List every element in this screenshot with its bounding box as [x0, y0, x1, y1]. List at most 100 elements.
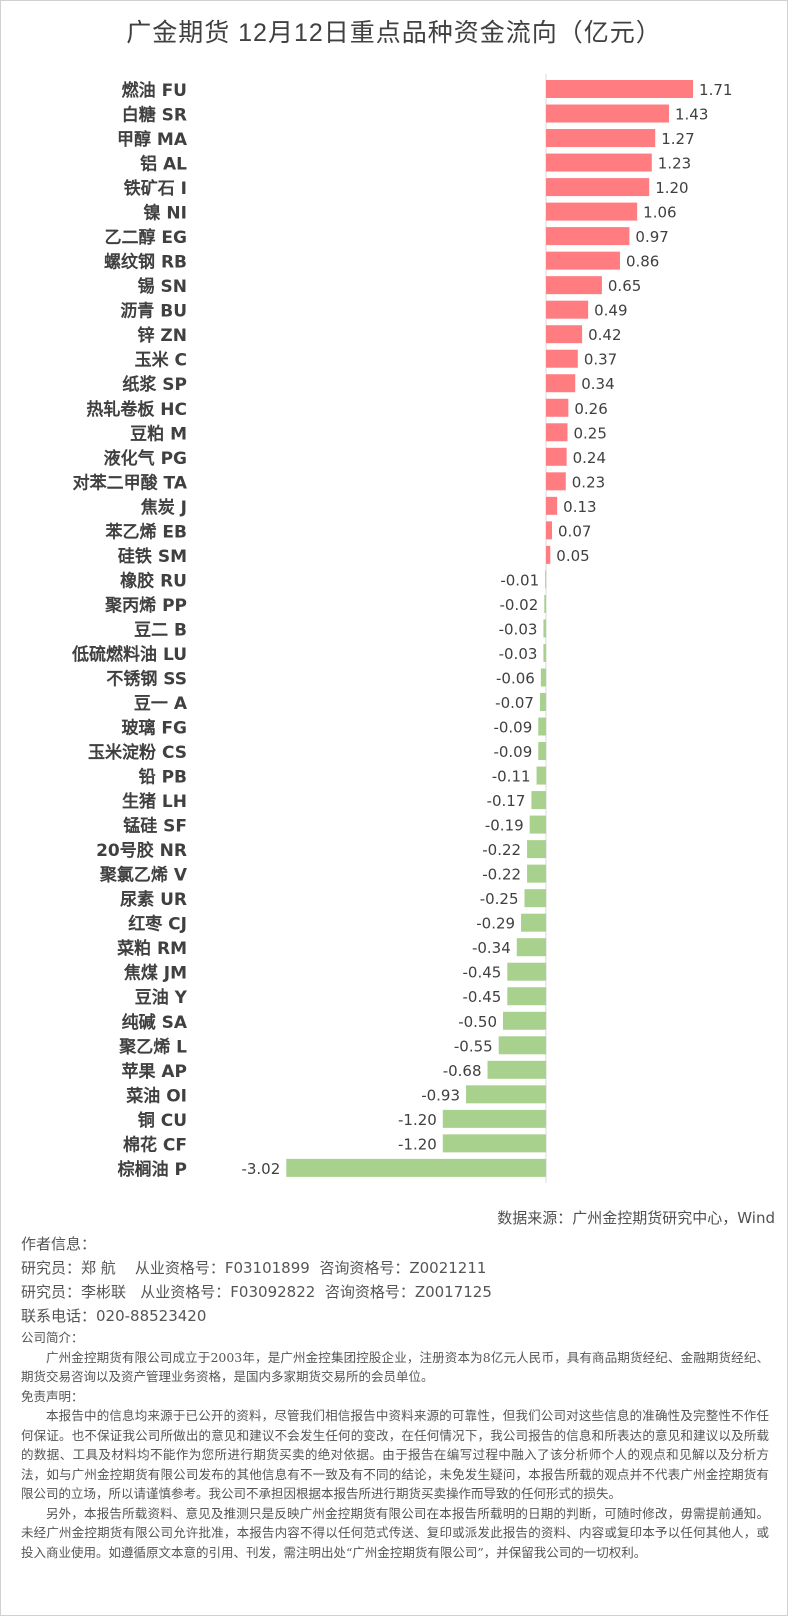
category-label: 沥青 BU	[120, 301, 187, 322]
value-label: 0.26	[574, 400, 607, 418]
researcher-2: 研究员：李彬联 从业资格号：F03092822 咨询资格号：Z0017125	[21, 1283, 492, 1301]
company-text: 广州金控期货有限公司成立于2003年，是广州金控集团控股企业，注册资本为8亿元人…	[21, 1349, 769, 1385]
bar	[521, 913, 546, 932]
bar	[442, 1109, 546, 1128]
value-label: 0.34	[581, 375, 614, 393]
bar	[546, 80, 694, 98]
bar	[543, 643, 546, 662]
category-label: 尿素 UR	[120, 890, 187, 910]
value-label: 0.65	[608, 277, 641, 295]
value-label: 0.97	[635, 228, 668, 246]
value-label: -3.02	[241, 1160, 280, 1178]
bar	[524, 889, 546, 908]
bar	[529, 815, 546, 834]
bar	[487, 1060, 546, 1079]
category-label: 低硫燃料油 LU	[71, 644, 187, 665]
bar	[538, 717, 546, 736]
category-label: 聚氯乙烯 V	[99, 865, 188, 886]
category-label: 铜 CU	[138, 1110, 187, 1131]
value-label: 1.27	[661, 130, 694, 148]
category-label: 焦煤 JM	[123, 963, 187, 984]
data-source: 数据来源：广州金控期货研究中心，Wind	[497, 1209, 775, 1227]
category-label: 20号胶 NR	[96, 840, 187, 861]
contact-phone: 联系电话：020-88523420	[21, 1307, 207, 1325]
value-label: -1.20	[398, 1111, 437, 1129]
value-label: 0.23	[572, 473, 605, 491]
bar	[498, 1036, 546, 1055]
value-label: -0.29	[476, 915, 515, 933]
bar	[546, 496, 558, 515]
value-label: 0.25	[574, 424, 607, 442]
category-label: 玉米淀粉 CS	[88, 742, 187, 763]
value-label: -0.19	[485, 817, 524, 835]
category-label: 液化气 PG	[104, 448, 187, 469]
bar	[516, 938, 546, 957]
bar	[546, 104, 669, 123]
category-label: 豆二 B	[134, 620, 187, 640]
value-label: -0.55	[454, 1037, 493, 1055]
category-label: 焦炭 J	[140, 497, 187, 518]
category-label: 镍 NI	[144, 203, 187, 224]
value-label: -1.20	[398, 1135, 437, 1153]
value-label: 0.37	[584, 351, 617, 369]
bar	[527, 840, 546, 859]
company-heading: 公司简介：	[21, 1330, 84, 1345]
category-label: 乙二醇 EG	[105, 227, 188, 248]
value-label: -0.50	[458, 1013, 497, 1031]
category-label: 对苯二甲酸 TA	[73, 472, 188, 493]
value-label: -0.11	[492, 768, 531, 786]
category-label: 燃油 FU	[122, 80, 187, 101]
bar	[538, 742, 546, 761]
bar	[546, 423, 568, 442]
bar	[546, 178, 650, 197]
value-label: 1.06	[643, 204, 676, 222]
value-label: -0.68	[443, 1062, 482, 1080]
bar	[546, 521, 553, 540]
category-label: 螺纹钢 RB	[104, 252, 187, 273]
fund-flow-bar-chart: 燃油 FU 1.71 白糖 SR 1.43 甲醇 MA 1.27 铝 AL 1.23 铁矿石 I…	[71, 74, 732, 1183]
category-label: 棕榈油 P	[118, 1159, 187, 1180]
category-label: 聚丙烯 PP	[104, 595, 187, 616]
value-label: -0.45	[462, 964, 501, 982]
value-label: -0.02	[499, 596, 538, 614]
disclosure-section: 公司简介： 广州金控期货有限公司成立于2003年，是广州金控集团控股企业，注册资…	[21, 1328, 769, 1562]
bar	[546, 276, 602, 295]
bar	[503, 1011, 546, 1030]
value-label: -0.03	[499, 645, 538, 663]
category-label: 纯碱 SA	[122, 1012, 188, 1033]
value-label: -0.45	[462, 988, 501, 1006]
value-label: 1.23	[658, 155, 691, 173]
disclaimer-p2: 另外，本报告所载资料、意见及推测只是反映广州金控期货有限公司在本报告所载明的日期…	[21, 1505, 769, 1560]
category-label: 铝 AL	[140, 154, 187, 175]
chart-title: 广金期货 12月12日重点品种资金流向（亿元）	[126, 19, 662, 47]
value-label: 0.07	[558, 522, 591, 540]
value-label: -0.06	[496, 669, 535, 687]
value-label: -0.22	[482, 841, 521, 859]
category-label: 聚乙烯 L	[118, 1036, 187, 1057]
value-label: 0.13	[563, 498, 596, 516]
category-label: 玉米 C	[135, 350, 187, 371]
bar	[546, 545, 551, 564]
bar	[546, 300, 589, 319]
category-label: 锡 SN	[138, 276, 187, 297]
category-label: 热轧卷板 HC	[86, 399, 187, 420]
bar	[546, 202, 638, 221]
bar	[507, 962, 546, 981]
researcher-1: 研究员：郑 航 从业资格号：F03101899 咨询资格号：Z0021211	[21, 1259, 487, 1277]
value-label: -0.07	[495, 694, 534, 712]
value-label: 1.43	[675, 106, 708, 124]
bar	[531, 791, 546, 810]
bar	[466, 1085, 546, 1104]
bar	[546, 325, 583, 344]
bar	[539, 693, 546, 711]
category-label: 铅 PB	[139, 767, 187, 788]
bar	[546, 398, 569, 417]
bar	[536, 766, 546, 785]
category-label: 苯乙烯 EB	[105, 521, 188, 542]
value-label: 1.20	[655, 179, 688, 197]
category-label: 锰硅 SF	[123, 816, 187, 837]
bar	[546, 153, 652, 172]
category-label: 红枣 CJ	[128, 914, 187, 935]
disclaimer-p1: 本报告中的信息均来源于已公开的资料，尽管我们相信报告中资料来源的可靠性，但我们公…	[21, 1408, 769, 1501]
